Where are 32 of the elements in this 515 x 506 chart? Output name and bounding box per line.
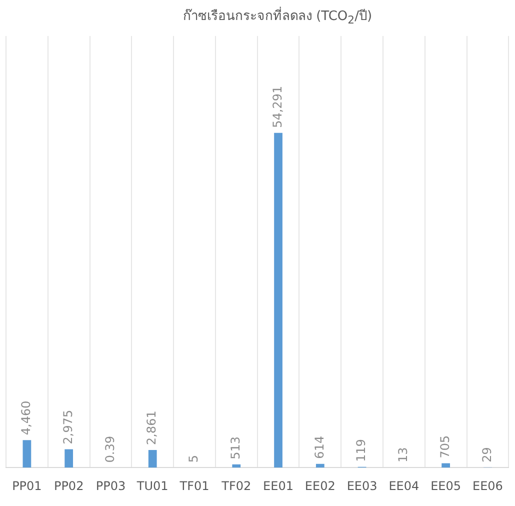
x-tick-label: PP02 [54,478,84,493]
data-label: 5 [186,454,201,463]
x-tick-label: EE03 [346,478,378,493]
bar [22,440,32,468]
x-tick-label: PP01 [12,478,42,493]
data-label: 29 [480,447,494,462]
x-tick-label: TF01 [178,478,210,493]
x-tick-label: EE02 [304,478,336,493]
data-label: 0.39 [102,436,117,463]
bar [274,132,282,468]
bar [316,464,324,468]
data-label: 13 [396,447,410,463]
x-tick-label: TF02 [220,478,252,493]
data-label: 2,975 [60,410,75,444]
bar [442,463,450,468]
chart-title: ก๊าซเรือนกระจกที่ลดลง (TCO$_{2}$/ปี) [182,6,374,29]
data-label: 513 [228,436,243,460]
x-tick-label: EE04 [388,478,420,493]
bar [64,449,74,468]
bar [148,450,157,468]
data-label: 119 [354,438,368,462]
x-tick-label: EE05 [430,478,462,493]
data-label: 614 [312,436,326,459]
x-tick-label: PP03 [96,478,126,493]
data-label: 2,861 [144,410,159,445]
data-label: 4,460 [19,400,34,436]
x-tick-label: TU01 [136,478,168,493]
data-label: 705 [438,435,452,458]
bar [232,464,241,468]
x-tick-label: EE06 [472,478,503,493]
data-label: 54,291 [270,86,284,128]
x-tick-label: EE01 [263,478,294,493]
